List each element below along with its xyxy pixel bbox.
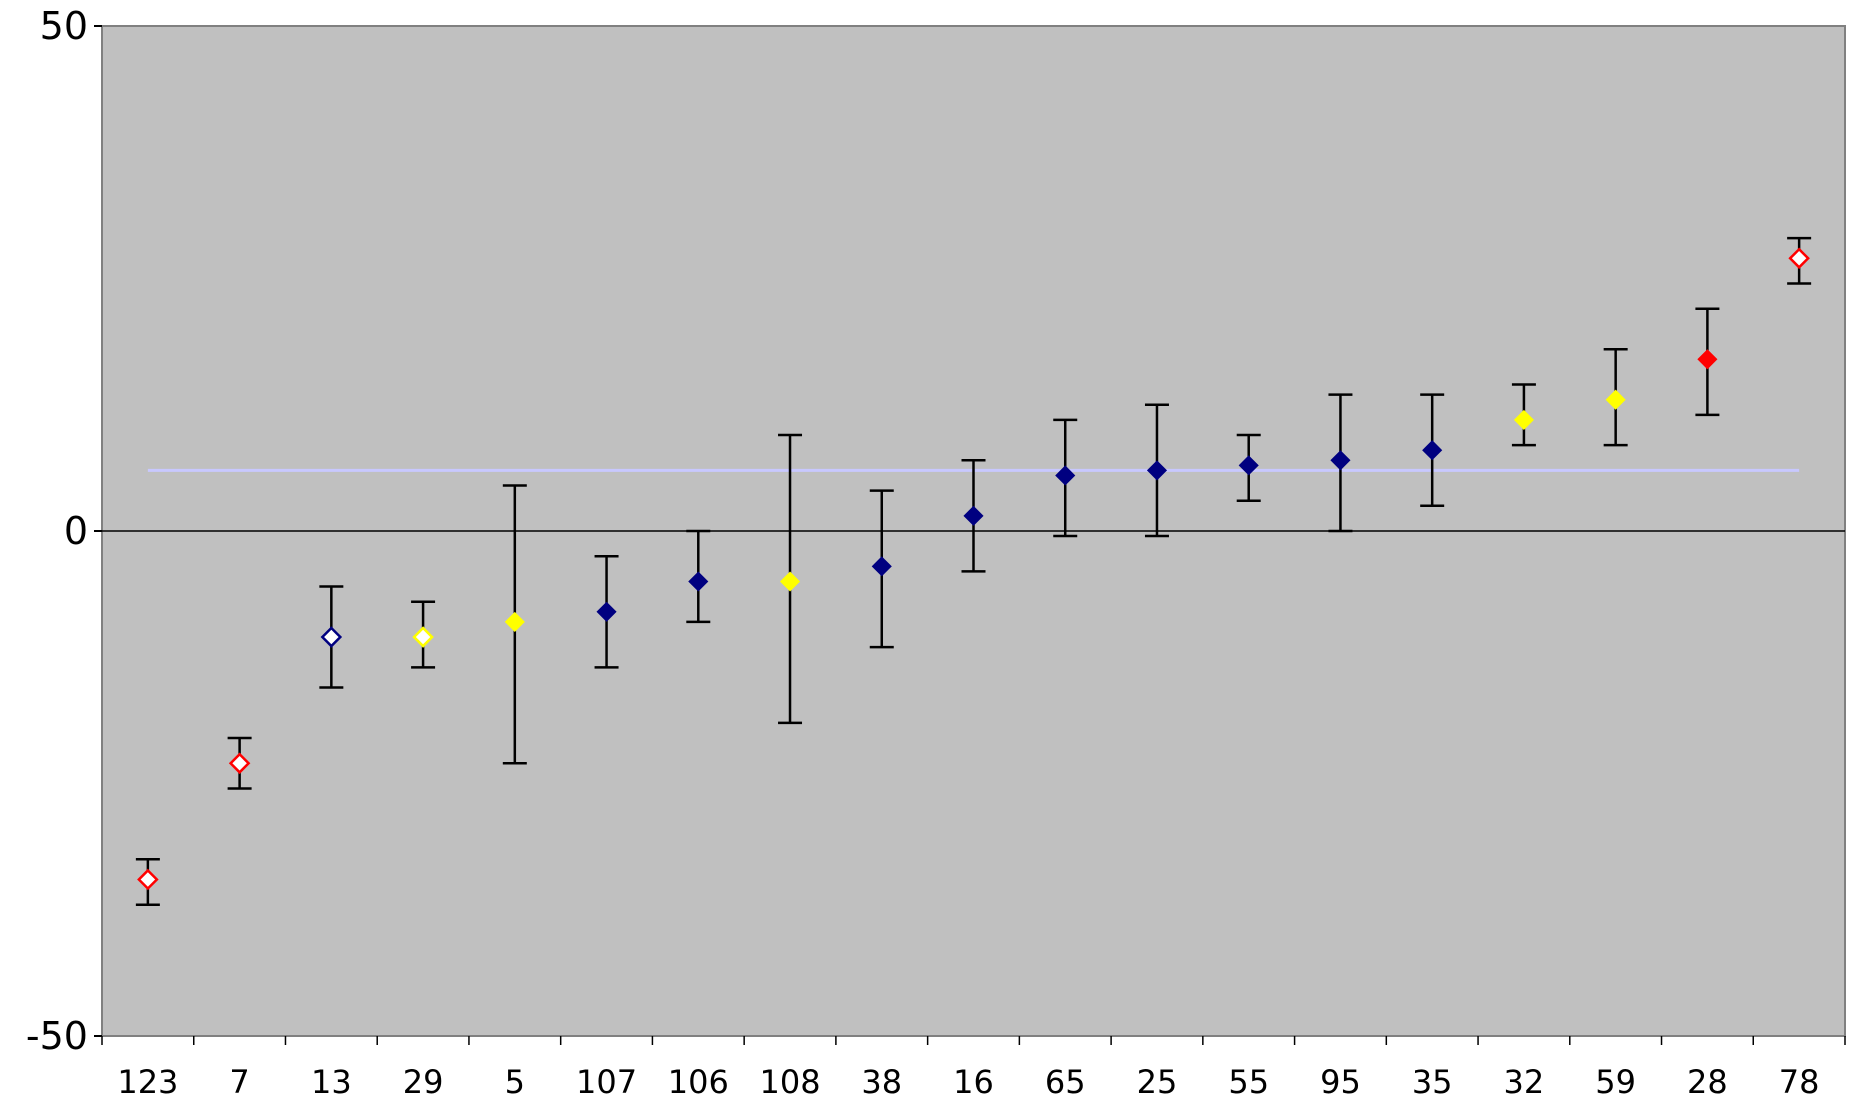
x-tick-label: 13 [311, 1063, 352, 1101]
point-95 [1330, 450, 1351, 471]
point-78 [1788, 247, 1810, 270]
point-32 [1513, 409, 1534, 430]
point-107 [596, 601, 617, 622]
x-tick-label: 55 [1228, 1063, 1269, 1101]
point-layer [137, 247, 1810, 891]
x-tick-label: 32 [1504, 1063, 1545, 1101]
point-59 [1605, 389, 1626, 410]
point-13 [320, 626, 343, 648]
x-tick-label: 38 [861, 1063, 902, 1101]
y-tick-label: 0 [64, 509, 88, 553]
point-65 [1055, 465, 1076, 486]
point-106 [688, 571, 709, 592]
point-28 [1697, 349, 1718, 370]
label-layer: 50 0 -50 123 7 13 29 5 107 106 108 38 16 65 25 55 95 35 32… [26, 4, 1820, 1101]
x-tick-label: 28 [1687, 1063, 1728, 1101]
x-tick-label: 95 [1320, 1063, 1361, 1101]
point-16 [963, 505, 984, 526]
x-tick-label: 5 [505, 1063, 525, 1101]
point-29 [412, 626, 434, 648]
x-tick-label: 65 [1045, 1063, 1086, 1101]
x-tick-label: 35 [1412, 1063, 1453, 1101]
y-tick-label: 50 [40, 4, 88, 48]
x-tick-label: 106 [668, 1063, 729, 1101]
x-tick-label: 107 [576, 1063, 637, 1101]
x-tick-label: 7 [229, 1063, 249, 1101]
x-tick-label: 78 [1779, 1063, 1820, 1101]
point-7 [228, 752, 251, 775]
x-tick-label: 16 [953, 1063, 994, 1101]
x-tick-label: 108 [759, 1063, 820, 1101]
x-tick-label: 123 [117, 1063, 178, 1101]
point-123 [137, 868, 159, 891]
x-tick-label: 29 [403, 1063, 444, 1101]
x-tick-label: 59 [1595, 1063, 1636, 1101]
axis-layer [94, 25, 1846, 1045]
point-108 [779, 571, 801, 592]
point-5 [504, 611, 525, 632]
point-38 [871, 556, 892, 577]
y-tick-label: -50 [26, 1014, 88, 1058]
point-35 [1422, 440, 1443, 461]
point-25 [1146, 460, 1168, 481]
point-55 [1238, 455, 1259, 476]
x-tick-label: 25 [1137, 1063, 1178, 1101]
